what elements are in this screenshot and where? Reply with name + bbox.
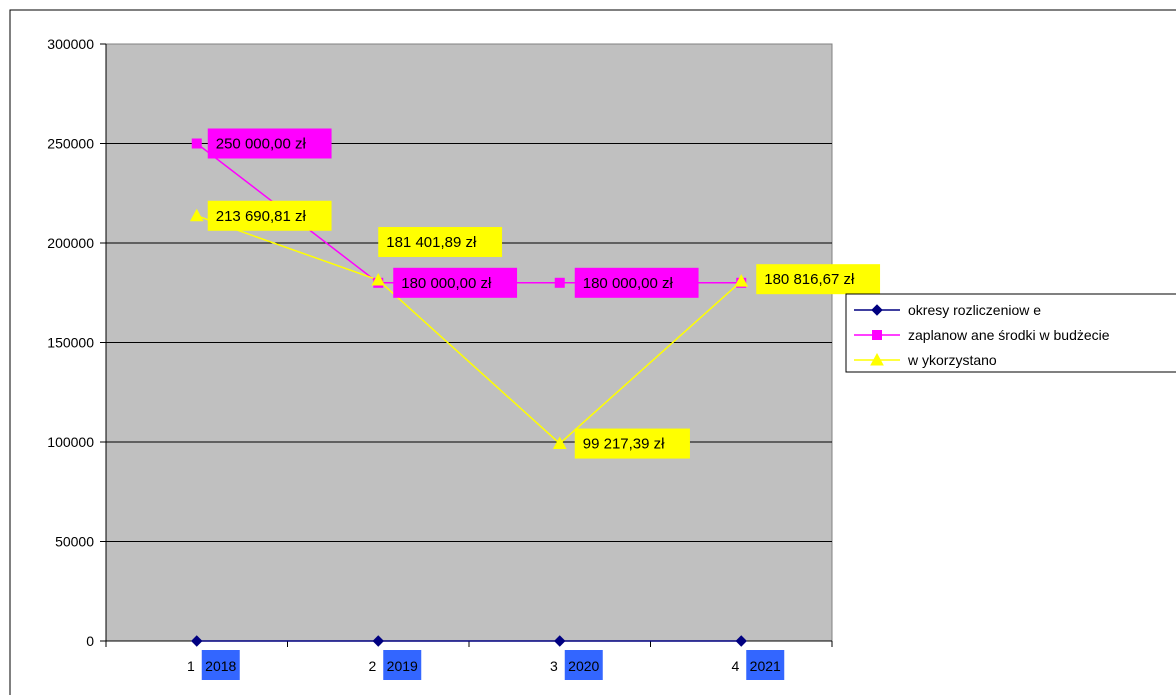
x-tick-label: 2 — [368, 658, 376, 674]
data-label-box — [207, 200, 332, 231]
legend-label: w ykorzystano — [907, 352, 997, 368]
legend-marker — [871, 304, 883, 316]
year-label: 2019 — [387, 658, 418, 674]
data-label: 180 000,00 zł — [583, 275, 674, 292]
legend-label: okresy rozliczeniow e — [908, 302, 1041, 318]
data-point-2-3 — [734, 274, 749, 287]
data-label-box — [574, 267, 699, 298]
data-point-2-1 — [371, 272, 386, 286]
legend-marker — [870, 352, 884, 366]
year-label: 2020 — [568, 658, 599, 674]
x-tick-label: 3 — [550, 658, 558, 674]
data-point-1-0 — [191, 138, 202, 149]
data-label: 180 816,67 zł — [764, 271, 855, 288]
y-tick-label: 200000 — [47, 235, 94, 251]
year-label-box — [201, 650, 240, 680]
data-point-0-1 — [372, 635, 384, 647]
legend-marker — [872, 330, 882, 340]
data-label-box — [393, 267, 518, 298]
y-tick-label: 250000 — [47, 136, 94, 152]
legend-box — [845, 293, 1176, 373]
year-label-box — [746, 650, 785, 680]
legend-label: zaplanow ane środki w budżecie — [908, 327, 1110, 343]
data-point-0-3 — [735, 635, 747, 647]
data-point-2-0 — [189, 208, 204, 222]
y-tick-label: 300000 — [47, 36, 94, 52]
year-label-box — [383, 650, 422, 680]
data-point-2-2 — [552, 436, 567, 450]
data-label: 250 000,00 zł — [216, 136, 307, 153]
data-label: 181 401,89 zł — [386, 234, 477, 251]
data-label-box — [756, 264, 881, 295]
data-label: 180 000,00 zł — [401, 275, 492, 292]
year-label: 2018 — [205, 658, 236, 674]
x-tick-label: 4 — [731, 658, 739, 674]
data-point-0-2 — [554, 635, 566, 647]
y-tick-label: 150000 — [47, 335, 94, 351]
data-point-1-2 — [554, 277, 565, 288]
data-label: 99 217,39 zł — [583, 436, 665, 453]
data-point-0-0 — [191, 635, 203, 647]
data-label: 213 690,81 zł — [216, 208, 307, 225]
x-tick-label: 1 — [187, 658, 195, 674]
data-label-box — [574, 428, 690, 459]
y-tick-label: 0 — [86, 633, 94, 649]
data-label-box — [378, 227, 503, 258]
year-label: 2021 — [750, 658, 781, 674]
y-tick-label: 50000 — [55, 534, 94, 550]
year-label-box — [564, 650, 603, 680]
y-tick-label: 100000 — [47, 434, 94, 450]
data-label-box — [207, 128, 332, 159]
series-line-2 — [196, 215, 742, 445]
